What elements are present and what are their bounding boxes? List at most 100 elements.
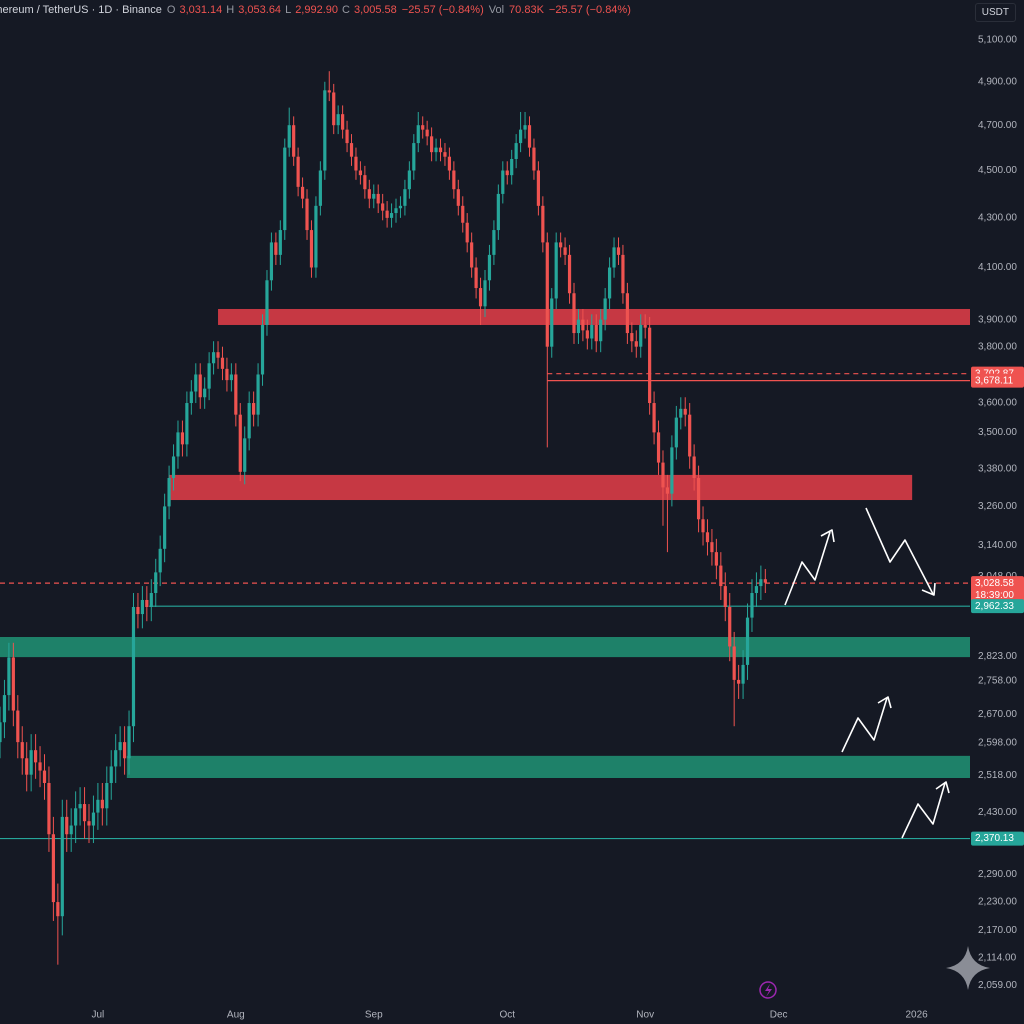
candle-body <box>581 319 585 331</box>
candle-body <box>118 742 122 751</box>
candle-body <box>323 90 327 171</box>
candle-body <box>42 770 47 783</box>
candle-body <box>185 403 189 445</box>
candle-body <box>732 646 736 680</box>
candle-body <box>345 129 349 144</box>
candle-body <box>145 599 149 607</box>
candle-body <box>550 298 554 347</box>
candle-body <box>483 280 487 307</box>
candle-body <box>318 170 322 206</box>
candle-body <box>274 242 278 255</box>
ohlc-key: O <box>166 4 176 16</box>
candle-body <box>136 606 140 615</box>
price-badge-label: 2,962.33 <box>975 601 1014 612</box>
candle-body <box>487 254 492 281</box>
price-badge-label: 2,370.13 <box>975 833 1014 844</box>
candle-body <box>510 158 514 176</box>
candle-body <box>714 552 718 566</box>
header: Ethereum / TetherUS · 1D · Binance O 3,03… <box>0 4 631 16</box>
candle-body <box>421 125 425 130</box>
candle-body <box>349 143 354 157</box>
zone <box>0 636 970 658</box>
candle-body <box>741 664 745 684</box>
candle-body <box>109 766 113 783</box>
candle-body <box>363 175 367 190</box>
currency-button[interactable]: USDT <box>974 3 1016 22</box>
candle-body <box>518 129 523 144</box>
y-tick-label: 2,518.00 <box>978 770 1017 781</box>
candle-body <box>163 506 167 549</box>
x-tick-label: Oct <box>499 1010 515 1021</box>
y-tick-label: 2,758.00 <box>978 675 1017 686</box>
x-tick-label: Dec <box>770 1010 788 1021</box>
sparkle-icon <box>946 946 990 990</box>
candle-body <box>607 267 612 299</box>
price-badge <box>971 576 1024 603</box>
candle-body <box>683 408 687 415</box>
vol-change: −25.57 (−0.84%) <box>548 4 631 16</box>
candle-body <box>158 548 162 573</box>
candle-body <box>82 804 87 822</box>
candle-body <box>692 456 696 479</box>
candle-body <box>91 812 96 826</box>
candle-body <box>38 762 42 771</box>
candle-body <box>265 280 269 325</box>
y-tick-label: 3,380.00 <box>978 463 1017 474</box>
candle-body <box>759 579 763 587</box>
candle-body <box>412 143 416 171</box>
candle-body <box>154 572 158 594</box>
candle-body <box>705 532 710 543</box>
candle-body <box>470 242 474 268</box>
candle-body <box>621 254 625 294</box>
candle-body <box>585 330 589 339</box>
levels <box>0 373 970 840</box>
y-tick-label: 2,114.00 <box>978 952 1017 963</box>
ohlc-value: 3,053.64 <box>238 4 282 16</box>
candle-body <box>358 170 363 176</box>
zone <box>169 474 913 501</box>
candle-body <box>728 606 732 647</box>
candle-body <box>701 519 705 533</box>
candle-body <box>216 352 220 358</box>
candle-body <box>198 374 202 398</box>
candle-body <box>309 230 314 268</box>
arrow <box>865 507 934 595</box>
candle-body <box>505 170 509 176</box>
candle-body <box>394 208 398 214</box>
candle-body <box>745 617 750 665</box>
candle-body <box>536 170 540 206</box>
arrow <box>784 531 831 606</box>
candle-body <box>554 242 558 299</box>
candle-body <box>332 92 336 126</box>
candle-body <box>754 586 759 594</box>
y-tick-label: 2,290.00 <box>978 869 1017 880</box>
price-badge <box>971 599 1024 614</box>
y-tick-label: 4,100.00 <box>978 262 1017 273</box>
candle-body <box>403 189 407 206</box>
candle-body <box>74 808 78 826</box>
ohlc-value: 2,992.90 <box>295 4 339 16</box>
volume: 70.83K <box>509 4 544 16</box>
candles <box>0 71 767 965</box>
candle-body <box>180 432 185 445</box>
candle-body <box>176 432 180 457</box>
candle-body <box>25 758 29 775</box>
ohlc-value: 3,031.14 <box>179 4 223 16</box>
candle-body <box>234 374 238 415</box>
candle-body <box>220 357 225 369</box>
candle-body <box>211 352 216 364</box>
y-tick-label: 4,500.00 <box>978 165 1017 176</box>
candle-body <box>643 324 647 328</box>
candle-body <box>122 742 127 759</box>
candle-body <box>256 374 260 415</box>
candle-body <box>665 487 670 494</box>
candle-body <box>167 478 171 507</box>
y-tick-label: 2,230.00 <box>978 897 1017 908</box>
candle-body <box>100 799 104 809</box>
ohlc-key: H <box>226 4 235 16</box>
candle-body <box>225 368 229 381</box>
price-badge-label: 3,678.11 <box>975 375 1014 386</box>
candle-body <box>292 125 296 157</box>
arrowhead <box>921 582 936 596</box>
